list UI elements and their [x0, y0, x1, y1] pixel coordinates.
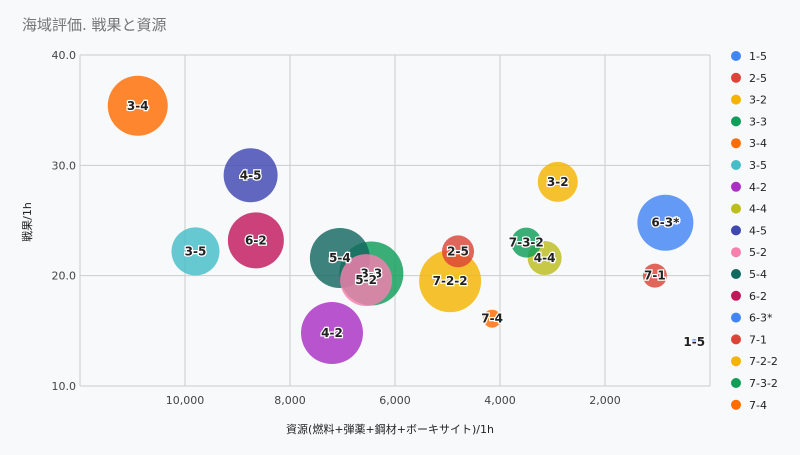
legend-marker — [731, 181, 741, 192]
bubble-7-2-2 — [419, 250, 482, 313]
bubble-label: 4-5 — [240, 168, 262, 182]
axis-ticks: 10.0 20.0 30.0 40.0 10,000 8,000 6,000 4,000 2,0… — [52, 49, 621, 407]
bubble-3-4 — [107, 75, 168, 136]
legend-marker — [731, 290, 741, 301]
legend-entry: 3-5 — [749, 159, 767, 172]
legend-marker — [731, 399, 741, 410]
legend-entry: 4-4 — [749, 203, 767, 216]
bubble-label: 4-2 — [321, 326, 343, 340]
bubble-label: 7-3-2 — [509, 236, 544, 250]
legend-marker — [731, 378, 741, 388]
legend-marker — [731, 312, 741, 323]
legend-marker — [731, 269, 741, 279]
bubble-6-2 — [227, 212, 284, 269]
legend-marker — [731, 334, 741, 345]
y-tick-label: 30.0 — [52, 159, 77, 172]
legend-entry: 6-3* — [749, 312, 773, 325]
bubbles: 3-3 4-2 7-2-2 3-4 5-4 6-2 6-3* 4-5 5-2 3-5 3-2 4-4 2… — [107, 75, 706, 365]
legend-entry: 2-5 — [749, 72, 767, 85]
grid-lines — [79, 54, 711, 387]
bubble-1-5 — [691, 338, 698, 345]
bubble-label: 3-4 — [127, 99, 149, 113]
legend-marker — [731, 51, 741, 61]
legend-entry: 5-2 — [749, 246, 767, 259]
bubble-label: 1-5 — [683, 335, 705, 349]
legend-marker — [731, 356, 741, 367]
legend-entry: 6-2 — [749, 290, 767, 303]
x-axis-label: 資源(燃料+弾薬+鋼材+ボーキサイト)/1h — [286, 422, 494, 436]
legend-marker — [731, 94, 741, 105]
legend-entry: 3-4 — [749, 137, 767, 150]
legend: 1-5 2-5 3-2 3-3 3-4 3-5 4-2 4-4 4-5 5-2 5-4 6-2 6-3*… — [731, 50, 778, 412]
legend-marker — [731, 160, 741, 170]
x-tick-label: 6,000 — [379, 394, 411, 407]
y-tick-label: 40.0 — [52, 49, 77, 62]
bubble-7-1 — [642, 263, 667, 288]
bubble-label: 6-3* — [651, 216, 680, 230]
y-tick-label: 20.0 — [52, 270, 77, 283]
bubble-label: 2-5 — [447, 244, 469, 258]
legend-entry: 3-2 — [749, 94, 767, 107]
legend-marker — [731, 138, 741, 149]
bubble-label: 5-4 — [329, 251, 351, 265]
y-axis-label: 戦果/1h — [21, 202, 34, 242]
chart-title: 海域評価. 戦果と資源 — [22, 16, 167, 34]
legend-marker — [731, 203, 741, 214]
legend-marker — [731, 225, 741, 236]
bubble-label: 3-5 — [185, 244, 207, 258]
bubble-3-2 — [537, 161, 578, 202]
legend-entry: 5-4 — [749, 268, 767, 281]
bubble-label: 5-2 — [355, 273, 377, 287]
bubble-5-2 — [340, 254, 393, 307]
legend-entry: 3-3 — [749, 115, 767, 128]
bubble-7-3-2 — [511, 227, 542, 258]
x-tick-label: 2,000 — [589, 394, 621, 407]
bubble-2-5 — [442, 235, 474, 268]
legend-marker — [731, 116, 741, 127]
legend-marker — [731, 72, 741, 83]
bubble-7-4 — [483, 309, 502, 328]
x-tick-label: 4,000 — [484, 394, 516, 407]
y-tick-label: 10.0 — [52, 380, 77, 393]
bubble-label: 7-1 — [644, 269, 666, 283]
legend-marker — [731, 247, 741, 258]
bubble-label: 7-2-2 — [433, 274, 468, 288]
legend-entry: 1-5 — [749, 50, 767, 63]
bubble-label: 3-2 — [547, 175, 569, 189]
bubble-label: 7-4 — [481, 312, 503, 326]
bubble-label: 3-3 — [361, 266, 383, 280]
bubble-label: 6-2 — [245, 233, 267, 247]
legend-entry: 7-2-2 — [749, 355, 778, 368]
bubble-6-3* — [637, 194, 694, 251]
bubble-4-5 — [223, 148, 278, 203]
legend-entry: 7-3-2 — [749, 377, 778, 390]
legend-entry: 4-2 — [749, 181, 767, 194]
bubble-3-5 — [171, 227, 220, 276]
legend-entry: 7-4 — [749, 399, 767, 412]
legend-entry: 4-5 — [749, 224, 767, 237]
legend-entry: 7-1 — [749, 333, 767, 346]
x-tick-label: 10,000 — [166, 394, 205, 407]
bubble-label: 4-4 — [534, 251, 556, 265]
bubble-4-2 — [301, 302, 363, 365]
x-tick-label: 8,000 — [274, 394, 306, 407]
